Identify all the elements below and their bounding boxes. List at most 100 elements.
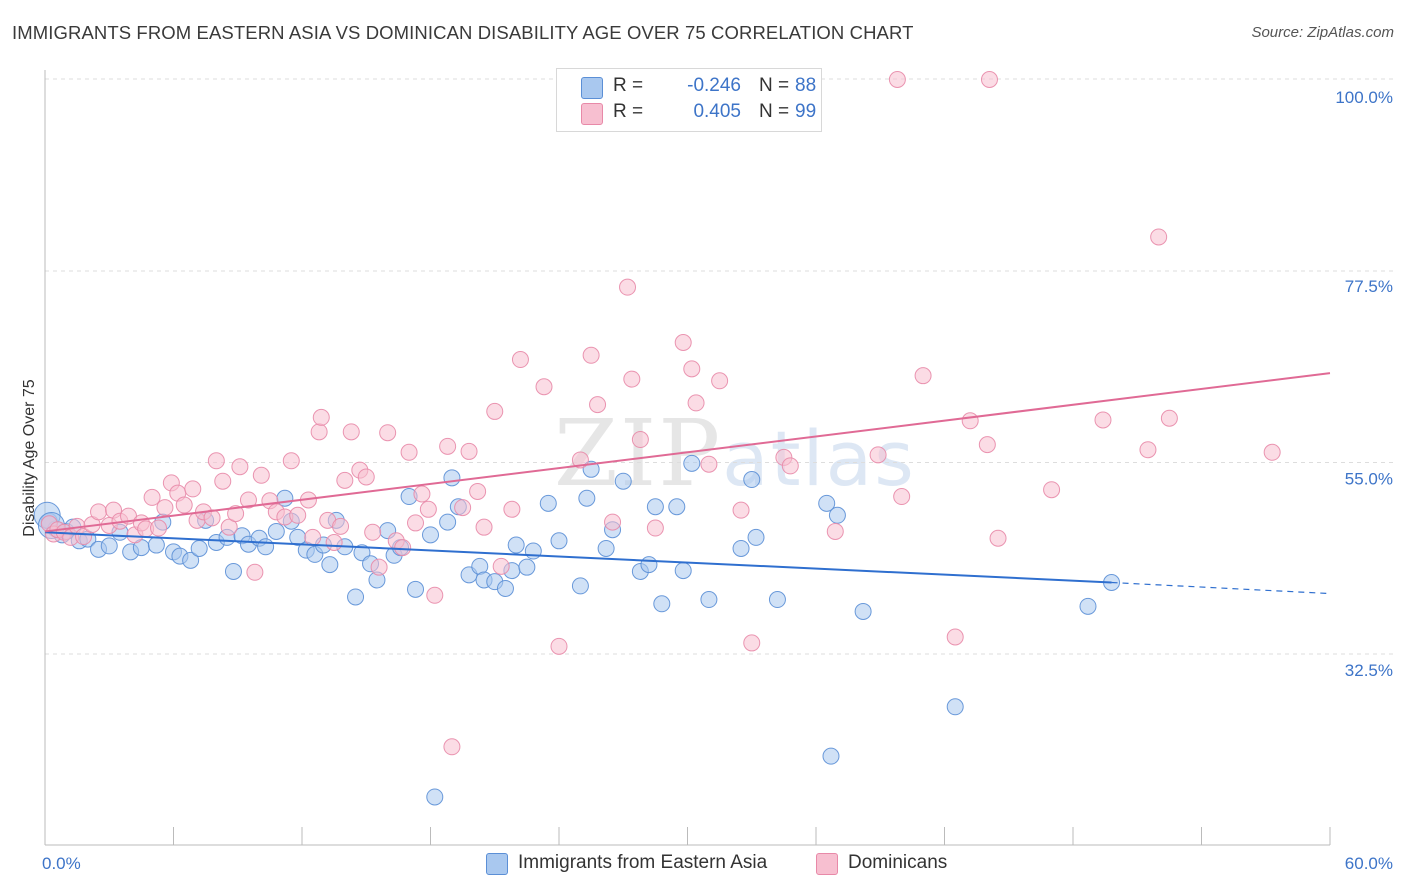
point-dominicans — [231, 458, 249, 476]
point-dominicans — [674, 333, 692, 351]
source-label: Source: ZipAtlas.com — [1251, 24, 1394, 41]
point-eastern-asia — [700, 591, 718, 609]
x-tick-label: 60.0% — [1345, 854, 1393, 873]
point-dominicans — [342, 423, 360, 441]
point-eastern-asia — [743, 471, 761, 489]
point-dominicans — [332, 517, 350, 535]
legend-r-label: R = — [613, 101, 644, 122]
point-dominicans — [357, 468, 375, 486]
point-dominicans — [535, 378, 553, 396]
trend-line-dominicans — [44, 372, 1331, 533]
point-dominicans — [604, 513, 622, 531]
point-dominicans — [407, 514, 425, 532]
point-dominicans — [336, 471, 354, 489]
correlation-legend: R = -0.246 N = 88 R = 0.405 N = 99 — [556, 68, 822, 132]
point-dominicans — [370, 558, 388, 576]
point-dominicans — [826, 522, 844, 540]
legend-n-value: 88 — [795, 75, 817, 96]
point-dominicans — [781, 457, 799, 475]
legend-swatch-pink — [581, 103, 603, 125]
point-dominicans — [364, 523, 382, 541]
y-tick-label: 32.5% — [1345, 661, 1393, 680]
point-dominicans — [439, 437, 457, 455]
point-dominicans — [214, 472, 232, 490]
point-eastern-asia — [550, 532, 568, 550]
point-dominicans — [454, 499, 472, 517]
point-dominicans — [75, 528, 93, 546]
point-eastern-asia — [190, 539, 208, 557]
point-dominicans — [511, 351, 529, 369]
point-eastern-asia — [321, 556, 339, 574]
point-eastern-asia — [946, 698, 964, 716]
point-dominicans — [443, 738, 461, 756]
point-dominicans — [687, 394, 705, 412]
point-dominicans — [946, 628, 964, 646]
point-dominicans — [379, 424, 397, 442]
y-tick-label: 77.5% — [1345, 277, 1393, 296]
point-dominicans — [469, 482, 487, 500]
point-dominicans — [426, 586, 444, 604]
point-eastern-asia — [597, 539, 615, 557]
point-dominicans — [589, 396, 607, 414]
point-dominicans — [227, 505, 245, 523]
point-dominicans — [289, 506, 307, 524]
point-eastern-asia — [646, 498, 664, 516]
point-dominicans — [978, 436, 996, 454]
point-dominicans — [90, 503, 108, 521]
point-dominicans — [1139, 441, 1157, 459]
point-eastern-asia — [496, 579, 514, 597]
point-eastern-asia — [426, 788, 444, 806]
point-eastern-asia — [571, 577, 589, 595]
legend-n-value: 99 — [795, 101, 817, 122]
legend-label-eastern-asia: Immigrants from Eastern Asia — [518, 852, 768, 873]
point-eastern-asia — [507, 536, 525, 554]
y-tick-label: 55.0% — [1345, 470, 1393, 489]
x-tick-label: 0.0% — [42, 854, 81, 873]
y-tick-label: 100.0% — [1335, 88, 1393, 107]
trend-line-eastern-asia-extension — [1111, 581, 1331, 595]
chart-title: IMMIGRANTS FROM EASTERN ASIA VS DOMINICA… — [12, 22, 914, 43]
point-dominicans — [143, 488, 161, 506]
point-dominicans — [246, 563, 264, 581]
axes — [44, 70, 1331, 846]
point-dominicans — [492, 557, 510, 575]
legend-n-label: N = — [759, 75, 790, 96]
point-eastern-asia — [747, 528, 765, 546]
point-dominicans — [700, 455, 718, 473]
point-dominicans — [1150, 228, 1168, 246]
legend-label-dominicans: Dominicans — [848, 852, 948, 873]
grid — [45, 78, 1394, 655]
legend-r-value: 0.405 — [693, 101, 741, 122]
point-eastern-asia — [768, 591, 786, 609]
legend-n-label: N = — [759, 101, 790, 122]
point-dominicans — [582, 346, 600, 364]
point-dominicans — [631, 431, 649, 449]
point-eastern-asia — [267, 522, 285, 540]
point-eastern-asia — [668, 498, 686, 516]
point-dominicans — [732, 501, 750, 519]
point-dominicans — [156, 499, 174, 517]
point-dominicans — [646, 519, 664, 537]
point-eastern-asia — [640, 556, 658, 574]
legend-swatch-blue — [581, 77, 603, 99]
point-dominicans — [304, 528, 322, 546]
point-eastern-asia — [422, 526, 439, 544]
point-dominicans — [486, 402, 504, 420]
point-eastern-asia — [578, 489, 596, 507]
point-dominicans — [220, 518, 238, 536]
point-dominicans — [239, 491, 257, 509]
point-dominicans — [310, 423, 328, 441]
point-eastern-asia — [518, 558, 536, 576]
point-eastern-asia — [147, 536, 165, 554]
point-dominicans — [743, 634, 761, 652]
point-dominicans — [325, 534, 343, 552]
point-dominicans — [203, 509, 221, 527]
point-eastern-asia — [347, 588, 365, 606]
legend-swatch-eastern-asia — [486, 853, 508, 875]
point-dominicans — [312, 408, 330, 426]
point-eastern-asia — [854, 602, 872, 620]
point-dominicans — [619, 278, 637, 296]
point-dominicans — [893, 488, 911, 506]
point-eastern-asia — [276, 489, 294, 507]
point-eastern-asia — [539, 494, 557, 512]
